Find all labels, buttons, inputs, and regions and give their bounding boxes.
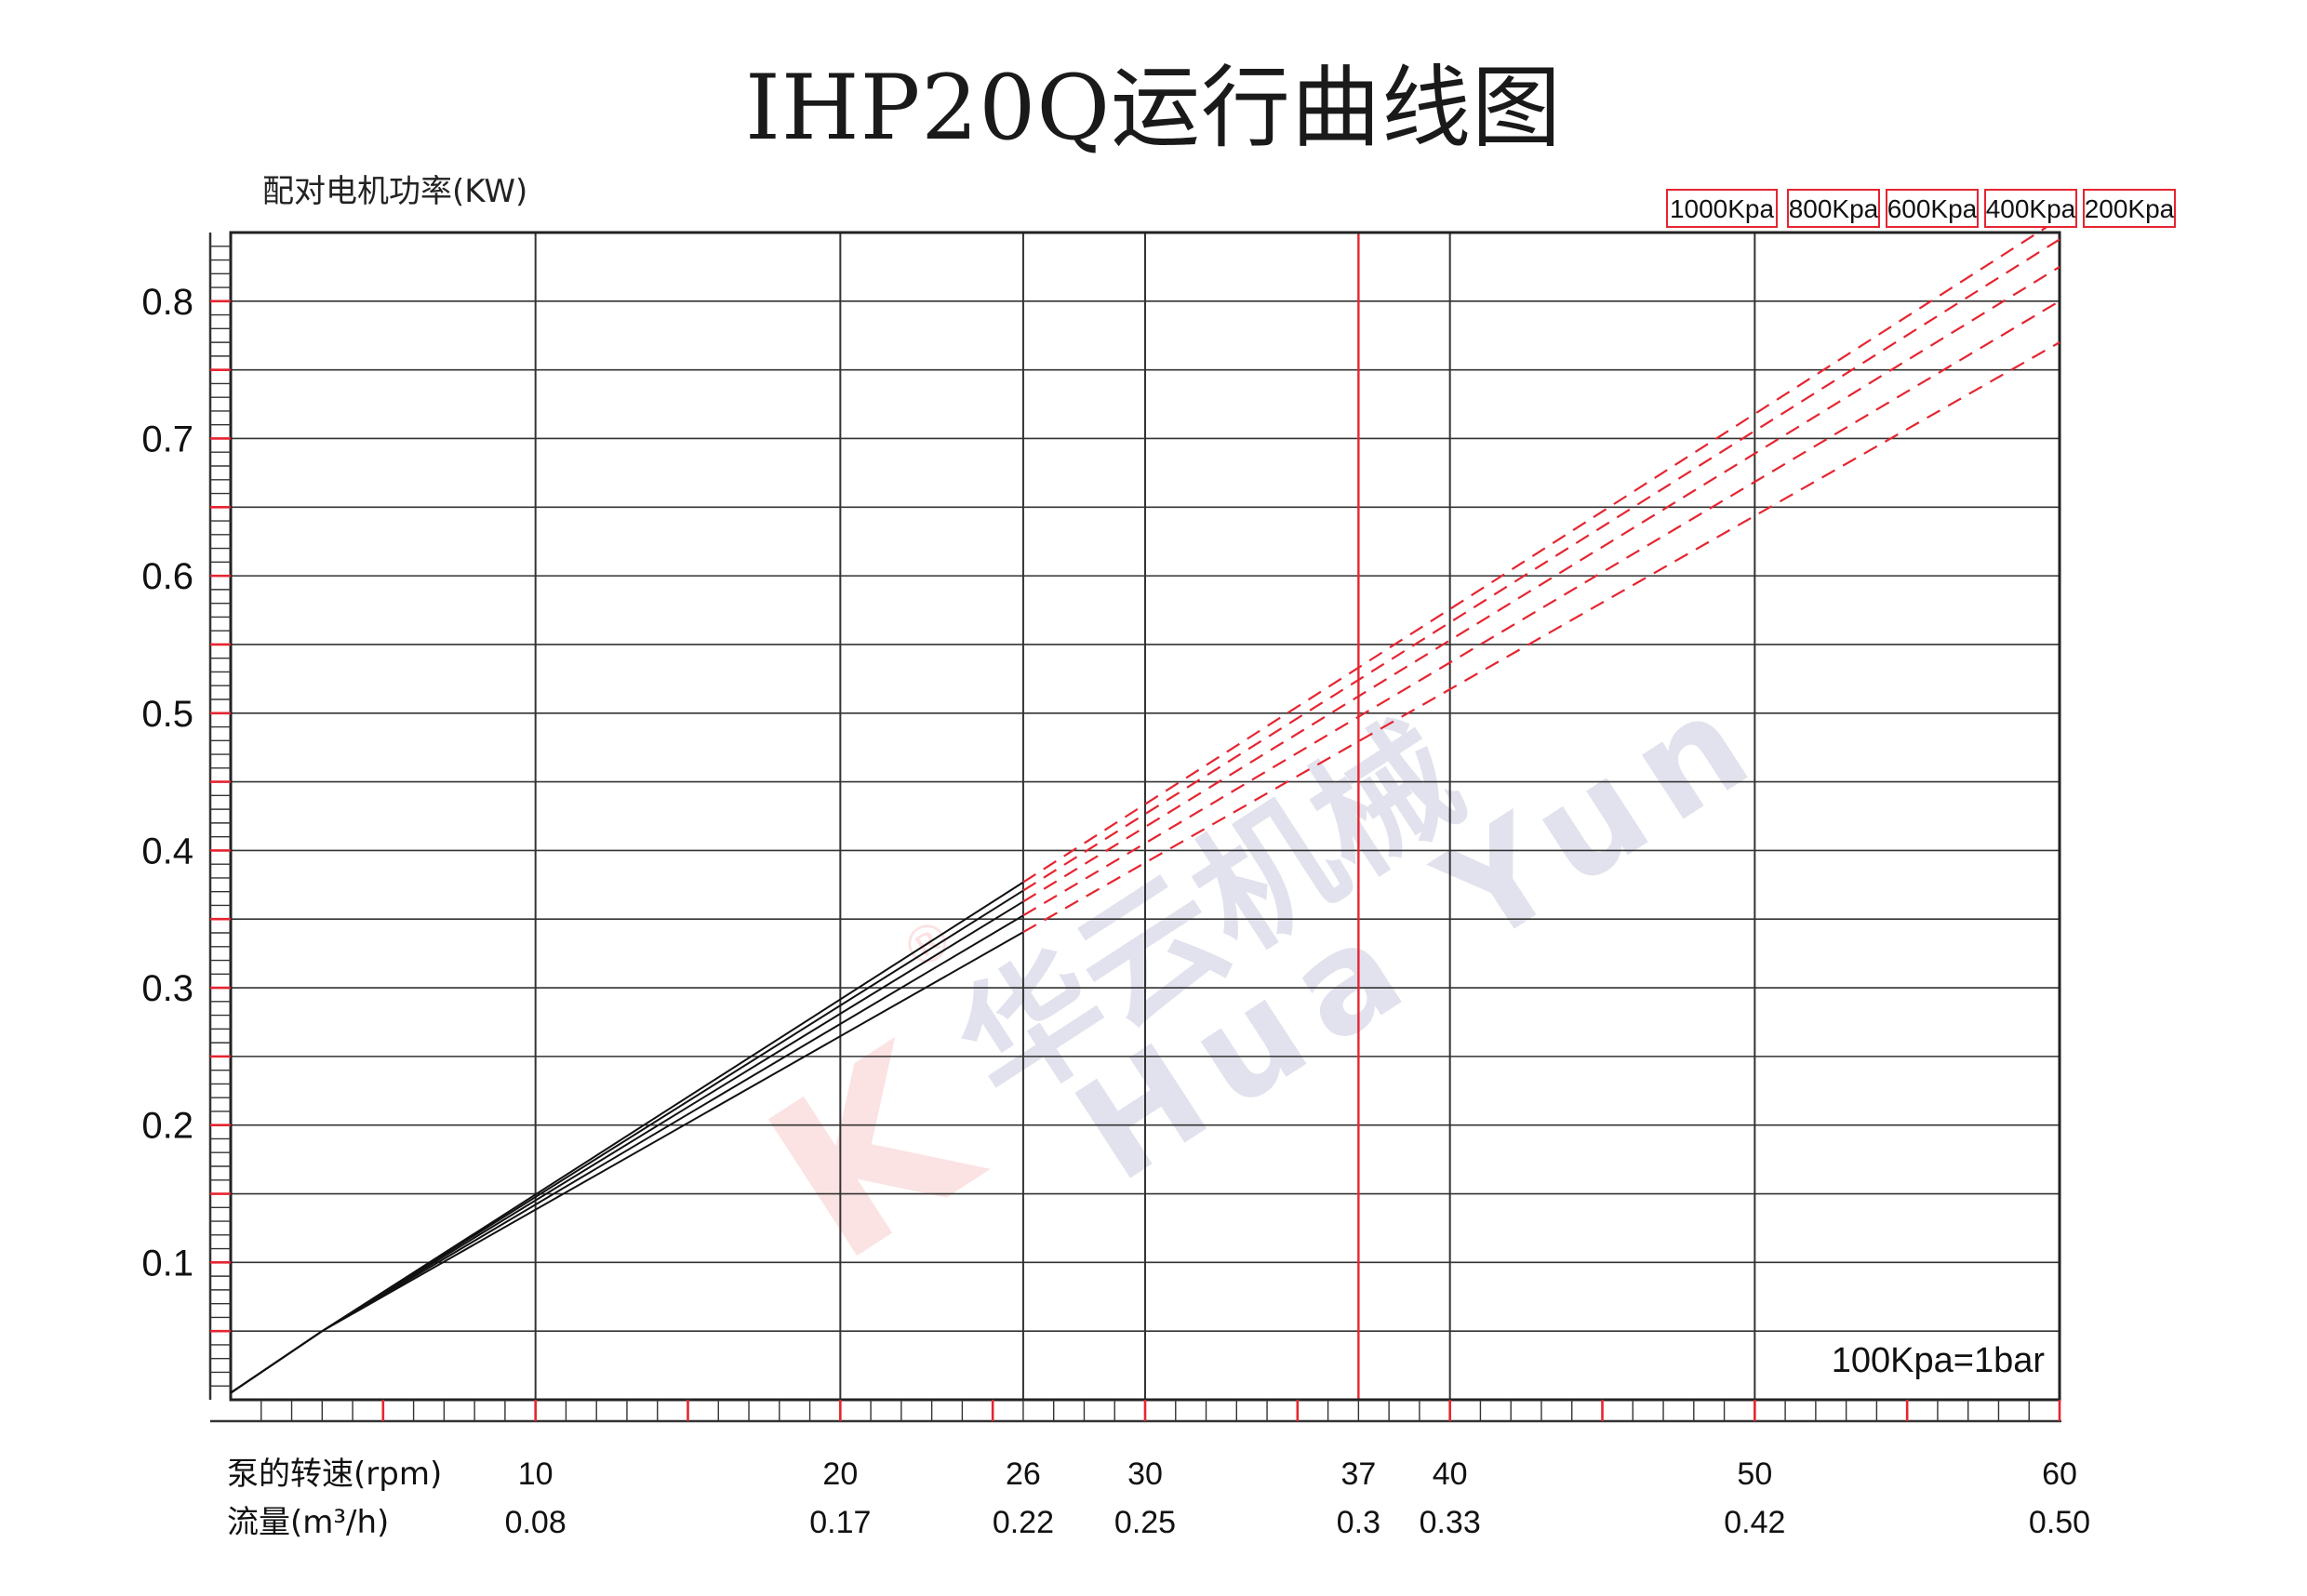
- y-tick-label: 0.8: [141, 282, 193, 323]
- legend-label: 200Kpa: [2085, 194, 2175, 223]
- y-tick-label: 0.1: [141, 1243, 193, 1283]
- legend-box: [2083, 189, 2176, 228]
- series-line-dashed: [1022, 238, 2060, 892]
- speed-row-label: 泵的转速(rpm): [227, 1456, 442, 1493]
- y-tick-label: 0.4: [141, 831, 193, 871]
- x-tick-label-rpm: 37: [1340, 1456, 1376, 1492]
- unit-note: 100Kpa=1bar: [1832, 1341, 2046, 1380]
- series-line-dashed: [1022, 218, 2060, 884]
- x-tick-label-flow: 0.08: [505, 1505, 567, 1540]
- y-tick-label: 0.6: [141, 556, 193, 597]
- axis-ruler: [208, 233, 2061, 1423]
- x-tick-label-rpm: 30: [1127, 1456, 1163, 1492]
- x-tick-label-flow: 0.17: [809, 1505, 871, 1540]
- y-axis-label: 配对电机功率(KW): [262, 173, 528, 210]
- legend-label: 800Kpa: [1789, 194, 1879, 223]
- legend-box: [1984, 189, 2077, 228]
- x-tick-label-rpm: 40: [1433, 1456, 1468, 1492]
- series-line-dashed: [1022, 265, 2060, 903]
- legend-box: [1886, 189, 1979, 228]
- x-tick-label-flow: 0.33: [1420, 1505, 1481, 1540]
- chart-title: IHP20Q运行曲线图: [744, 56, 1563, 160]
- y-tick-label: 0.5: [141, 694, 193, 735]
- legend: 1000Kpa 800Kpa 600Kpa 400Kpa 200Kpa: [1666, 189, 2176, 228]
- x-tick-label-rpm: 26: [1006, 1456, 1041, 1492]
- x-tick-label-rpm: 50: [1737, 1456, 1772, 1492]
- series-line-dashed: [1022, 299, 2060, 917]
- legend-box: [1787, 189, 1880, 228]
- legend-label: 1000Kpa: [1670, 194, 1775, 223]
- y-tick-label: 0.7: [141, 419, 193, 459]
- x-tick-label-rpm: 20: [822, 1456, 858, 1492]
- y-tick-label: 0.3: [141, 968, 193, 1009]
- x-tick-label-flow: 0.50: [2029, 1505, 2090, 1540]
- tick-labels: 0.1 0.2 0.3 0.4 0.5 0.6 0.7 0.8 泵的转速(rpm) 流量(m³/h…: [141, 282, 2090, 1541]
- x-tick-label-flow: 0.3: [1337, 1505, 1380, 1540]
- legend-label: 600Kpa: [1887, 194, 1978, 223]
- legend-label: 400Kpa: [1986, 194, 2076, 223]
- grid: [229, 231, 2061, 1402]
- x-tick-label-flow: 0.25: [1114, 1505, 1176, 1540]
- series-group: [230, 218, 2060, 1394]
- x-tick-label-flow: 0.22: [993, 1505, 1054, 1540]
- legend-box: [1666, 189, 1778, 228]
- x-tick-label-rpm: 60: [2042, 1456, 2077, 1492]
- flow-row-label: 流量(m³/h): [227, 1504, 389, 1541]
- series-line-solid: [230, 931, 1024, 1394]
- x-tick-label-rpm: 10: [518, 1456, 553, 1492]
- y-tick-label: 0.2: [141, 1106, 193, 1147]
- x-tick-label-flow: 0.42: [1724, 1505, 1785, 1540]
- series-line-dashed: [1022, 341, 2060, 934]
